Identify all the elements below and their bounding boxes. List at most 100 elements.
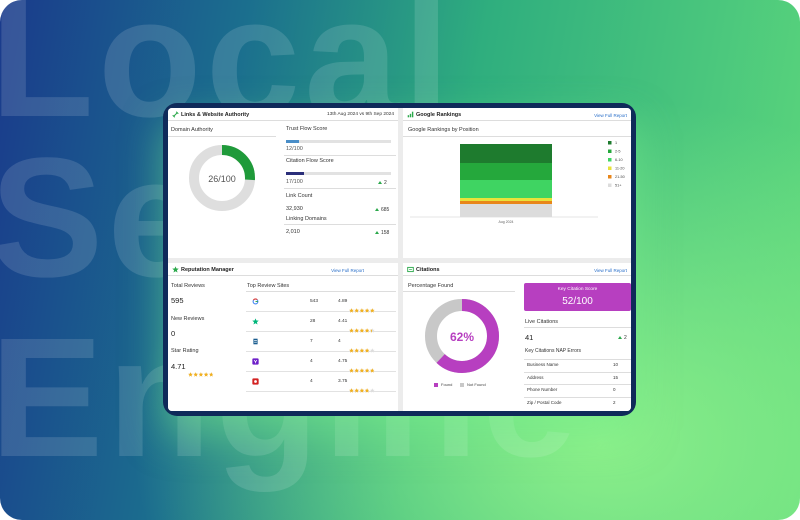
section-title: Top Review Sites <box>247 283 290 289</box>
nap-label: Phone Number <box>527 387 558 392</box>
divider <box>524 384 631 385</box>
bar-segment <box>460 163 552 180</box>
progress-track <box>286 172 391 175</box>
star-rating <box>349 300 375 313</box>
progress-track <box>286 140 391 143</box>
divider <box>524 371 631 373</box>
bar-segment <box>460 201 552 204</box>
change-up: 2 <box>378 180 387 186</box>
x-tick-label: Aug 2024 <box>499 220 514 224</box>
divider <box>168 136 276 137</box>
panel-header: Links & Website Authority 13th Aug 2024 … <box>168 108 398 121</box>
view-report-link[interactable]: View Full Report <box>594 267 627 273</box>
divider <box>284 224 396 225</box>
star-rating <box>349 320 375 333</box>
rankings-panel: Google Rankings View Full Report Google … <box>403 108 631 258</box>
review-row: 28 4.41 <box>246 312 396 333</box>
metric-value: 595 <box>171 296 184 305</box>
metric-label: Total Reviews <box>171 283 205 289</box>
site-rating: 4.89 <box>338 299 348 304</box>
citations-panel: Citations View Full Report Percentage Fo… <box>403 263 631 411</box>
legend-label: 51+ <box>615 184 622 188</box>
stars-graphic <box>349 307 375 313</box>
review-row: 543 4.89 <box>246 292 396 313</box>
donut-arc <box>425 299 499 373</box>
reputation-panel: Reputation Manager View Full Report Tota… <box>168 263 398 411</box>
nap-value: 10 <box>613 362 619 367</box>
review-count: 7 <box>310 339 313 344</box>
progress-fill <box>286 140 299 143</box>
stars-graphic <box>349 367 375 373</box>
metric-value: 0 <box>171 329 176 338</box>
change-up: 158 <box>375 230 389 236</box>
star-rating <box>188 364 214 377</box>
stars-graphic <box>188 372 214 377</box>
metric-value: 17/100 <box>286 179 303 185</box>
metric-label: Domain Authority <box>171 127 213 133</box>
review-count: 4 <box>310 379 313 384</box>
nap-label: Zip / Postal Code <box>527 399 562 405</box>
change-up: 685 <box>375 207 389 213</box>
key-score-box: Key Citation Score 52/100 <box>524 283 631 311</box>
metric-value: 2,010 <box>286 229 300 235</box>
legend-label: Found <box>441 382 453 387</box>
site-icon <box>252 378 259 385</box>
divider <box>246 291 396 292</box>
bar-segment <box>460 198 552 201</box>
legend-swatch <box>608 183 612 187</box>
view-report-link[interactable]: View Full Report <box>594 112 627 118</box>
divider <box>403 136 631 137</box>
donut-arc <box>189 145 255 211</box>
star-rating <box>349 360 375 373</box>
chart-title: Google Rankings by Position <box>408 127 479 133</box>
site-icon <box>252 298 259 305</box>
dashboard: Links & Website Authority 13th Aug 2024 … <box>168 108 631 411</box>
star-rating <box>349 340 375 353</box>
bar-segment <box>460 180 552 198</box>
site-icon <box>252 358 259 365</box>
review-count: 28 <box>310 319 316 324</box>
legend-swatch <box>608 149 612 153</box>
star-rating <box>349 380 375 393</box>
legend-label: Not Found <box>467 382 486 387</box>
bar-segment <box>460 144 552 163</box>
metric-label: Live Citations <box>525 319 559 325</box>
site-rating: 4.75 <box>338 359 348 364</box>
progress-fill <box>286 172 304 175</box>
nap-value: 2 <box>613 399 616 405</box>
domain-authority-donut <box>189 145 255 211</box>
divider <box>284 155 396 156</box>
legend-label: 1 <box>615 141 617 145</box>
legend-swatch <box>608 175 612 179</box>
donut-label: 62% <box>449 330 475 344</box>
nap-label: Business Name <box>527 362 559 367</box>
review-count: 543 <box>310 299 319 304</box>
legend-swatch <box>460 382 464 387</box>
percentage-donut <box>425 299 499 373</box>
divider <box>284 188 396 189</box>
icon <box>407 111 414 118</box>
review-row: 4 3.75 <box>246 372 396 393</box>
panel-header: Reputation Manager View Full Report <box>168 263 398 276</box>
view-report-link[interactable]: View Full Report <box>331 267 364 273</box>
metric-label: Link Count <box>286 193 313 199</box>
nap-value: 15 <box>613 374 619 380</box>
donut-label: 26/100 <box>208 174 236 184</box>
icon <box>172 266 179 273</box>
divider <box>524 327 631 328</box>
metric-value: 4.71 <box>171 362 186 371</box>
stars-graphic <box>349 327 375 333</box>
stars-graphic <box>349 387 375 393</box>
legend-item: Not Found <box>460 382 486 387</box>
stars-graphic <box>349 347 375 353</box>
nap-label: Address <box>527 374 544 380</box>
divider <box>403 291 515 292</box>
divider <box>524 359 631 360</box>
panel-title: Links & Website Authority <box>181 112 250 118</box>
panel-title: Google Rankings <box>416 112 462 118</box>
icon <box>407 266 414 273</box>
site-icon <box>253 338 258 345</box>
metric-value: 32,930 <box>286 206 303 212</box>
